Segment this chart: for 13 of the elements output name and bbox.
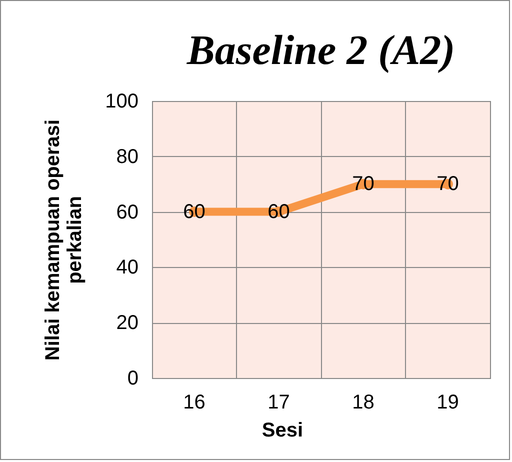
chart-title: Baseline 2 (A2) bbox=[186, 28, 456, 74]
y-axis-title: Nilai kemampuan operasi perkalian bbox=[42, 119, 86, 361]
x-axis-title: Sesi bbox=[262, 420, 304, 442]
x-tick-label: 18 bbox=[352, 392, 374, 414]
x-tick-label: 16 bbox=[183, 392, 206, 414]
y-tick-label: 60 bbox=[116, 201, 138, 224]
x-tick-label: 19 bbox=[436, 392, 459, 414]
x-tick-label: 17 bbox=[268, 392, 290, 414]
y-tick-label: 40 bbox=[116, 256, 138, 279]
y-tick-label: 0 bbox=[127, 368, 138, 390]
y-tick-label: 20 bbox=[116, 312, 138, 334]
y-tick-label: 100 bbox=[105, 90, 138, 112]
y-tick-label: 80 bbox=[116, 146, 138, 168]
